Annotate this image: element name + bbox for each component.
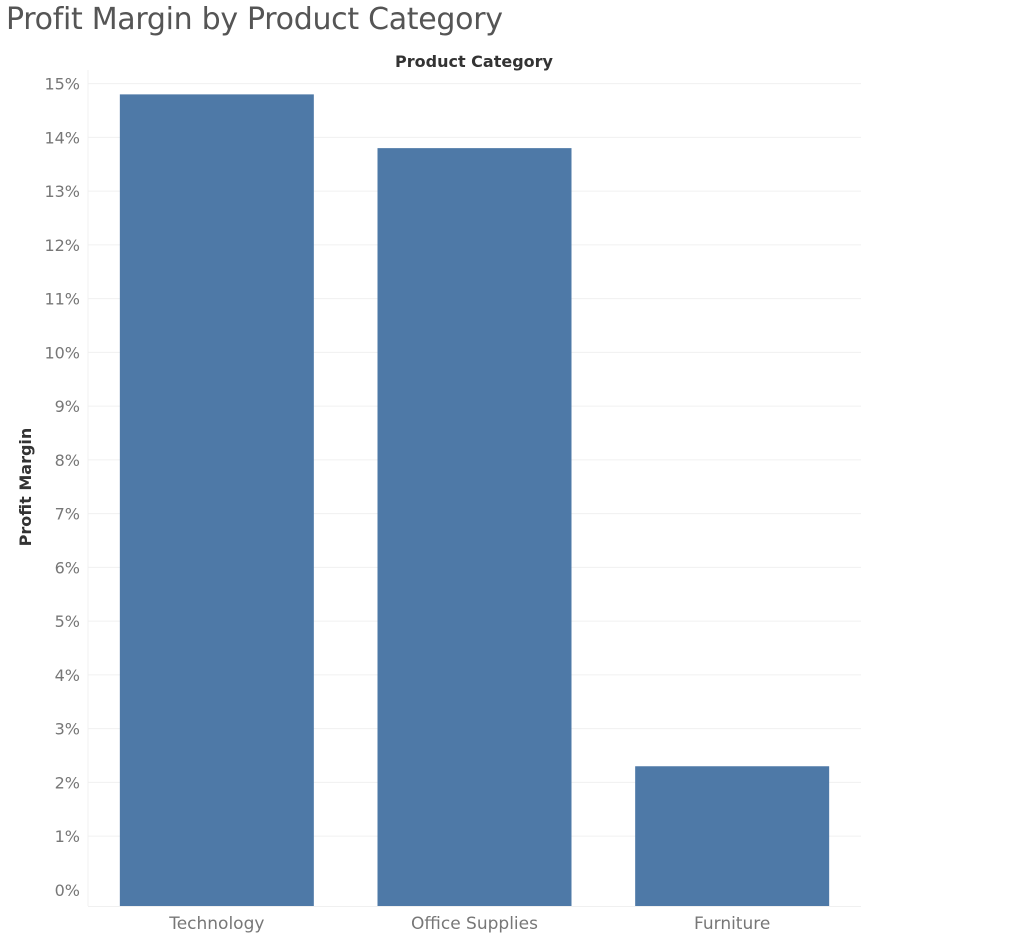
y-tick-label: 2% bbox=[55, 773, 80, 792]
y-tick-label: 6% bbox=[55, 558, 80, 577]
x-tick-labels: Technology Office Supplies Furniture bbox=[168, 914, 770, 934]
x-tick-label: Technology bbox=[168, 914, 264, 934]
bars bbox=[119, 94, 830, 906]
y-tick-label: 4% bbox=[55, 666, 80, 685]
y-tick-label: 10% bbox=[44, 343, 80, 362]
x-axis-title: Product Category bbox=[395, 52, 554, 71]
y-tick-label: 12% bbox=[44, 236, 80, 255]
y-tick-label: 9% bbox=[55, 397, 80, 416]
bar-office-supplies[interactable] bbox=[377, 148, 572, 906]
y-tick-label: 5% bbox=[55, 612, 80, 631]
bar-technology[interactable] bbox=[119, 94, 314, 906]
y-tick-label: 7% bbox=[55, 505, 80, 524]
y-tick-labels: 0% 1% 2% 3% 4% 5% 6% 7% 8% 9% 10% 11% 12% 13% 14% 15% bbox=[44, 75, 80, 900]
y-tick-label: 8% bbox=[55, 451, 80, 470]
y-tick-label: 11% bbox=[44, 290, 80, 309]
y-tick-label: 14% bbox=[44, 128, 80, 147]
y-tick-label: 13% bbox=[44, 182, 80, 201]
y-tick-label: 3% bbox=[55, 720, 80, 739]
x-tick-label: Furniture bbox=[694, 914, 770, 934]
bar-furniture[interactable] bbox=[635, 766, 830, 906]
chart-title: Profit Margin by Product Category bbox=[6, 2, 503, 37]
x-tick-label: Office Supplies bbox=[411, 914, 538, 934]
y-tick-label: 0% bbox=[55, 881, 80, 900]
y-tick-label: 1% bbox=[55, 827, 80, 846]
y-axis-title: Profit Margin bbox=[16, 428, 35, 547]
y-tick-label: 15% bbox=[44, 75, 80, 94]
